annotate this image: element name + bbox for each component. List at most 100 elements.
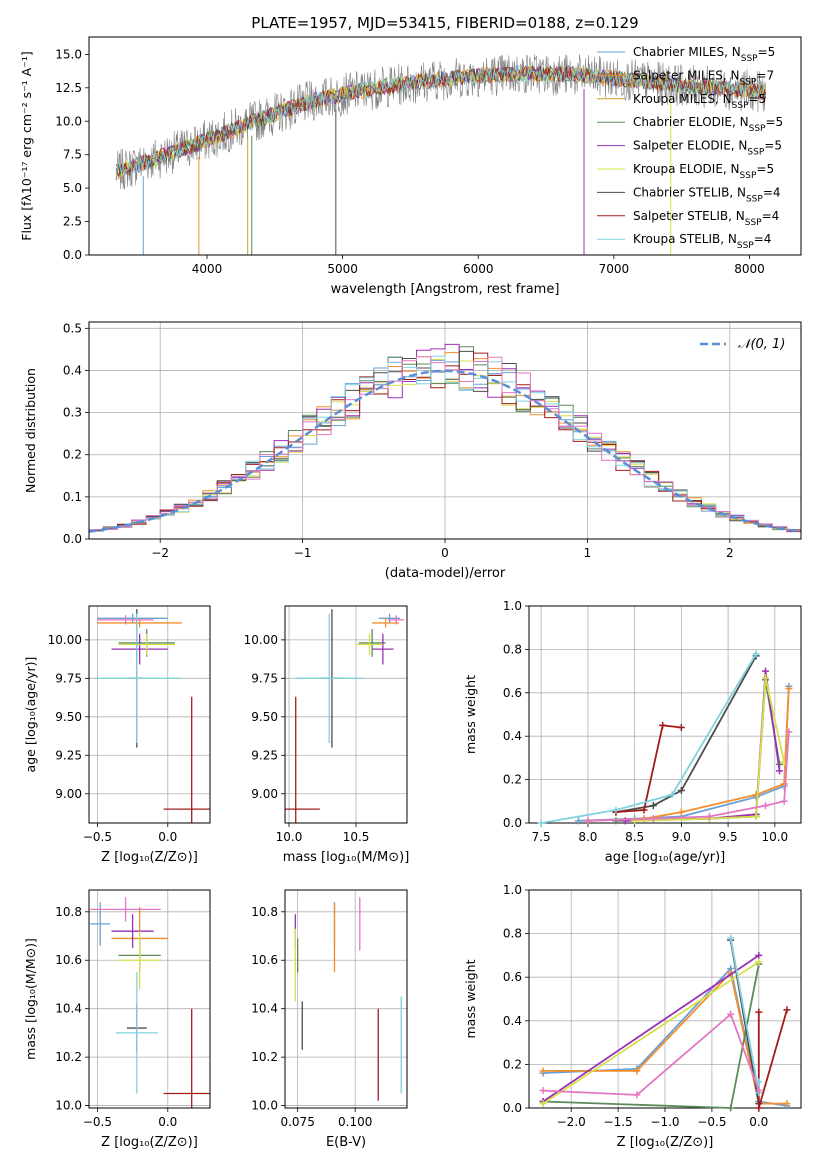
x-tick-label: −1	[294, 546, 312, 560]
weight-marker	[783, 1006, 791, 1014]
weight-marker	[677, 786, 685, 794]
y-tick-label: 10.2	[251, 1050, 278, 1064]
x-tick-label: −2.0	[557, 1115, 586, 1129]
weight-marker	[780, 797, 788, 805]
plot-area-age_vs_Z	[94, 609, 210, 823]
weight-marker	[705, 812, 713, 820]
weight-line	[587, 688, 790, 822]
x-axis-label: mass [log₁₀(M/M⊙)]	[283, 850, 410, 865]
weight-line	[543, 1012, 760, 1096]
y-tick-label: 2.5	[63, 215, 82, 229]
legend-entry: Chabrier MILES, NSSP=5	[633, 45, 775, 64]
y-tick-label: 0.0	[503, 1101, 522, 1115]
y-tick-label: 10.4	[55, 1002, 82, 1016]
plot-area-spectrum	[115, 54, 767, 255]
weight-marker	[752, 812, 760, 820]
weight-marker	[537, 819, 545, 827]
weight-line	[615, 724, 682, 813]
x-tick-label: 4000	[192, 262, 223, 276]
legend-entry: Kroupa ELODIE, NSSP=5	[633, 162, 774, 181]
weight-marker	[727, 1010, 735, 1018]
y-axis-label: Flux [fλ10⁻¹⁷ erg cm⁻² s⁻¹ A⁻¹]	[19, 51, 34, 240]
y-tick-label: 5.0	[63, 181, 82, 195]
weight-marker	[761, 667, 769, 675]
chart-title: PLATE=1957, MJD=53415, FIBERID=0188, z=0…	[251, 14, 638, 32]
weight-marker	[575, 817, 583, 825]
legend-entry: Kroupa STELIB, NSSP=4	[633, 232, 771, 251]
x-tick-label: −0.5	[83, 830, 112, 844]
y-tick-label: 9.25	[55, 748, 82, 762]
x-tick-label: 1	[584, 546, 592, 560]
x-tick-label: −1.0	[650, 1115, 679, 1129]
x-tick-label: 8000	[734, 262, 765, 276]
x-tick-label: 9.5	[719, 830, 738, 844]
weight-marker	[755, 1104, 763, 1112]
x-axis-label: wavelength [Angstrom, rest frame]	[331, 282, 560, 297]
weight-marker	[755, 1087, 763, 1095]
weight-marker	[761, 674, 769, 682]
y-axis-label: Normed distribution	[23, 368, 38, 493]
x-tick-label: 0	[441, 546, 449, 560]
y-tick-label: 9.00	[55, 787, 82, 801]
y-axis-label: age [log₁₀(age/yr)]	[23, 657, 38, 773]
weight-marker	[621, 817, 629, 825]
model-spectrum-kroupa-stelib	[115, 64, 766, 180]
y-tick-label: 0.1	[63, 490, 82, 504]
y-tick-label: 0.6	[503, 686, 522, 700]
weight-line	[757, 1009, 788, 1109]
frame-mass_vs_ebv	[284, 889, 408, 1109]
y-tick-label: 0.2	[503, 773, 522, 787]
axes-weight_vs_age	[529, 605, 801, 824]
y-tick-label: 0.8	[503, 927, 522, 941]
x-axis-label: (data-model)/error	[385, 566, 506, 581]
weight-marker	[752, 650, 760, 658]
y-tick-label: 1.0	[503, 883, 522, 897]
x-tick-label: 6000	[463, 262, 494, 276]
y-tick-label: 10.4	[251, 1002, 278, 1016]
frame-age_vs_Z	[88, 605, 211, 824]
x-axis-label: Z [log₁₀(Z/Z⊙)]	[617, 1135, 714, 1150]
weight-marker	[633, 1091, 641, 1099]
x-tick-label: 0.075	[280, 1115, 314, 1129]
weight-line	[542, 954, 760, 1103]
x-tick-label: 8.5	[625, 830, 644, 844]
y-tick-label: 0.5	[63, 321, 82, 335]
y-tick-label: 9.25	[251, 748, 278, 762]
x-axis-label: Z [log₁₀(Z/Z⊙)]	[101, 850, 198, 865]
y-tick-label: 10.6	[55, 953, 82, 967]
x-tick-label: 0.100	[338, 1115, 372, 1129]
y-tick-label: 0.2	[63, 448, 82, 462]
x-tick-label: 10.0	[276, 830, 303, 844]
x-tick-label: 8.0	[578, 830, 597, 844]
x-tick-label: −2	[151, 546, 169, 560]
weight-line	[625, 670, 781, 822]
gaussian-curve	[89, 369, 801, 533]
x-axis-label: age [log₁₀(age/yr)]	[605, 850, 726, 865]
axes-mass_vs_Z	[89, 890, 210, 1108]
y-tick-label: 15.0	[55, 47, 82, 61]
weight-marker	[612, 806, 620, 814]
weight-marker	[668, 791, 676, 799]
y-tick-label: 0.4	[503, 1014, 522, 1028]
y-tick-label: 0.8	[503, 642, 522, 656]
weight-marker	[785, 728, 793, 736]
y-tick-label: 0.2	[503, 1057, 522, 1071]
y-tick-label: 10.8	[251, 905, 278, 919]
axes-mass_vs_ebv	[285, 890, 407, 1108]
weight-line	[587, 731, 790, 822]
x-tick-label: −0.5	[83, 1115, 112, 1129]
weight-line	[543, 963, 760, 1109]
y-axis-label: mass [log₁₀(M/M⊙)]	[23, 938, 38, 1060]
y-tick-label: 9.75	[251, 671, 278, 685]
x-tick-label: 10.0	[761, 830, 788, 844]
weight-line	[542, 961, 760, 1105]
legend-entry: 𝒩(0, 1)	[738, 337, 785, 352]
weight-marker	[659, 721, 667, 729]
weight-marker	[539, 1087, 547, 1095]
y-tick-label: 10.8	[55, 905, 82, 919]
legend-entry: Chabrier STELIB, NSSP=4	[633, 185, 781, 204]
plot-area-residuals	[89, 343, 801, 533]
x-tick-label: 0.0	[749, 1115, 768, 1129]
weight-marker	[677, 808, 685, 816]
